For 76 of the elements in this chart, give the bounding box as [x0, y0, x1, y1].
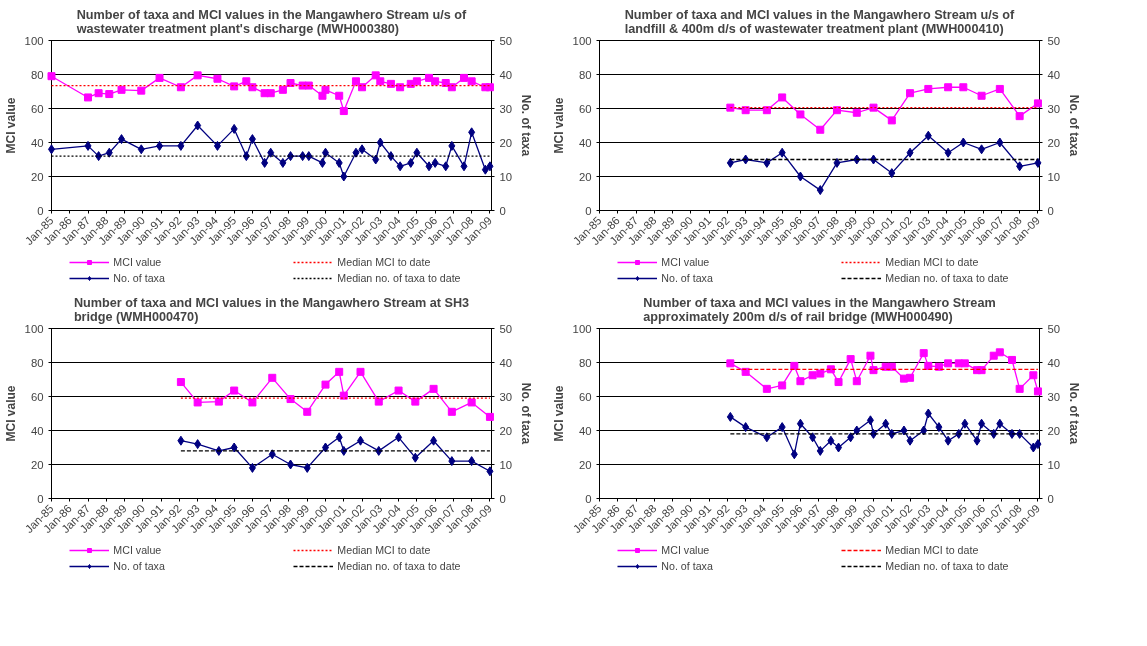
y-tick-label: 20 [30, 458, 44, 471]
y-tick-label: 40 [578, 424, 592, 437]
y-axis-title: MCI value [551, 97, 566, 154]
y2-tick-label: 50 [1047, 34, 1061, 47]
y-axis-title: MCI value [551, 385, 566, 442]
legend-label: No. of taxa [661, 560, 714, 572]
legend-label: MCI value [661, 544, 711, 556]
legend-label: Median no. of taxa to date [885, 560, 1010, 572]
y-tick-label: 100 [24, 322, 44, 335]
y-axis-title: MCI value [3, 97, 18, 154]
y-tick-label: 60 [578, 102, 592, 115]
y-tick-label: 80 [30, 356, 44, 369]
y-axis-title: MCI value [3, 385, 18, 442]
y-tick-label: 60 [30, 390, 44, 403]
legend-label: MCI value [113, 544, 163, 556]
chart-title: Number of taxa and MCI values in the Mangawhero Stream at SH3 bridge (WMH000470) [73, 295, 470, 324]
y-tick-label: 20 [30, 170, 44, 183]
y-tick-label: 20 [578, 170, 592, 183]
legend-label: No. of taxa [113, 560, 166, 572]
y-tick-label: 0 [585, 492, 592, 505]
y2-tick-label: 30 [499, 102, 513, 115]
y2-tick-label: 40 [1047, 356, 1061, 369]
y2-tick-label: 40 [499, 68, 513, 81]
legend-label: MCI value [661, 256, 711, 268]
y-tick-label: 60 [30, 102, 44, 115]
legend-label: Median MCI to date [885, 256, 980, 268]
legend-label: No. of taxa [113, 272, 166, 284]
chart-title: Number of taxa and MCI values in the Mangawhero Stream u/s of landfill & 400m d/s of wastewater treatment plant (MWH000410) [624, 7, 1016, 36]
y2-axis-title: No. of taxa [1067, 94, 1082, 157]
y-tick-label: 0 [37, 492, 44, 505]
y2-tick-label: 30 [1047, 102, 1061, 115]
y2-tick-label: 0 [499, 204, 506, 217]
legend-label: Median MCI to date [337, 256, 432, 268]
legend-label: MCI value [113, 256, 163, 268]
legend-label: Median MCI to date [885, 544, 980, 556]
y2-tick-label: 30 [1047, 390, 1061, 403]
y-tick-label: 0 [585, 204, 592, 217]
y-tick-label: 100 [572, 34, 592, 47]
y2-axis-title: No. of taxa [519, 382, 534, 445]
y2-tick-label: 20 [1047, 424, 1061, 437]
y2-tick-label: 10 [499, 170, 513, 183]
legend-label: Median no. of taxa to date [885, 272, 1010, 284]
y-tick-label: 80 [578, 68, 592, 81]
y-tick-label: 0 [37, 204, 44, 217]
legend-label: Median no. of taxa to date [337, 560, 462, 572]
y2-tick-label: 10 [499, 458, 513, 471]
y-tick-label: 80 [578, 356, 592, 369]
y2-tick-label: 40 [1047, 68, 1061, 81]
y2-tick-label: 10 [1047, 170, 1061, 183]
legend-label: No. of taxa [661, 272, 714, 284]
y-tick-label: 60 [578, 390, 592, 403]
y2-tick-label: 0 [499, 492, 506, 505]
y2-tick-label: 20 [499, 136, 513, 149]
legend-label: Median no. of taxa to date [337, 272, 462, 284]
chart-title: Number of taxa and MCI values in the Mangawhero Stream u/s of wastewater treatment plant's discharge (MWH000380) [75, 7, 468, 36]
y2-tick-label: 0 [1047, 492, 1054, 505]
y-tick-label: 40 [578, 136, 592, 149]
y2-tick-label: 50 [499, 322, 513, 335]
chart-title: Number of taxa and MCI values in the Mangawhero Stream approximately 200m d/s of rail bridge (MWH000490) [643, 295, 996, 324]
y2-tick-label: 20 [1047, 136, 1061, 149]
y-tick-label: 80 [30, 68, 44, 81]
y-tick-label: 40 [30, 136, 44, 149]
y2-tick-label: 50 [499, 34, 513, 47]
y2-tick-label: 40 [499, 356, 513, 369]
y-tick-label: 100 [572, 322, 592, 335]
y2-tick-label: 30 [499, 390, 513, 403]
y2-axis-title: No. of taxa [519, 94, 534, 157]
legend-label: Median MCI to date [337, 544, 432, 556]
y2-tick-label: 10 [1047, 458, 1061, 471]
y2-tick-label: 20 [499, 424, 513, 437]
y2-tick-label: 50 [1047, 322, 1061, 335]
y2-tick-label: 0 [1047, 204, 1054, 217]
y-tick-label: 40 [30, 424, 44, 437]
y-tick-label: 100 [24, 34, 44, 47]
y2-axis-title: No. of taxa [1067, 382, 1082, 445]
y-tick-label: 20 [578, 458, 592, 471]
